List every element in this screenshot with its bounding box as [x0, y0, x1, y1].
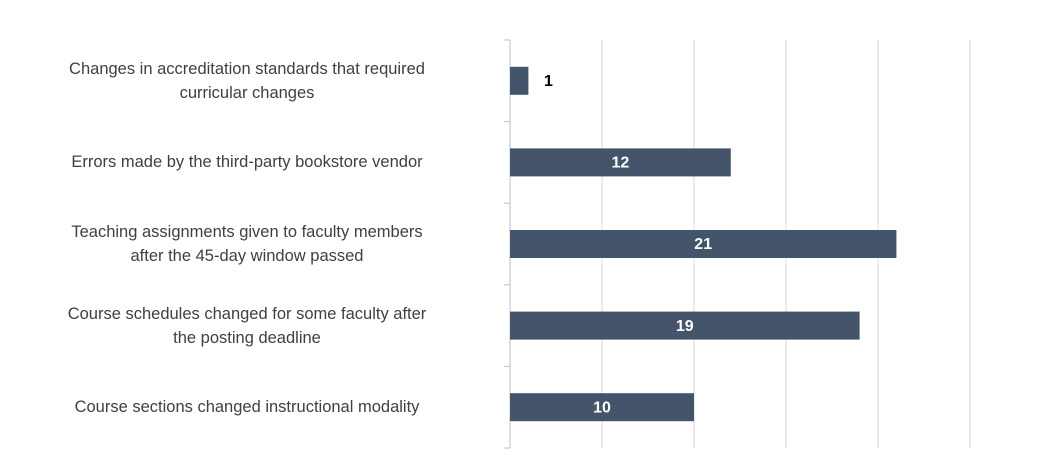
bar [510, 148, 731, 177]
value-label: 12 [612, 155, 630, 172]
bar [510, 230, 897, 258]
category-label: Course sections changed instructional mo… [74, 398, 420, 417]
bar [510, 393, 694, 422]
value-label: 19 [676, 318, 694, 335]
bar [510, 66, 529, 95]
value-label: 21 [694, 236, 712, 253]
value-label: 1 [544, 73, 553, 90]
value-label: 10 [593, 399, 611, 416]
category-label: Teaching assignments given to faculty me… [71, 223, 423, 265]
category-label: Course schedules changed for some facult… [67, 304, 427, 347]
category-label: Errors made by the third-party bookstore… [71, 153, 423, 172]
category-label: Changes in accreditation standards that … [69, 59, 425, 102]
bar [510, 311, 860, 340]
